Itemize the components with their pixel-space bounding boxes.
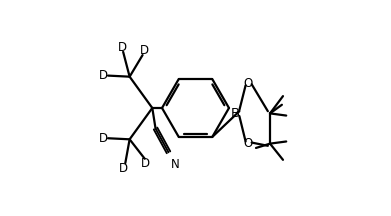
- Text: D: D: [118, 41, 127, 54]
- Text: D: D: [99, 69, 108, 82]
- Text: N: N: [170, 158, 179, 171]
- Text: D: D: [140, 44, 149, 57]
- Text: D: D: [141, 157, 151, 170]
- Text: B: B: [231, 107, 240, 120]
- Text: O: O: [244, 137, 253, 150]
- Text: D: D: [99, 132, 108, 145]
- Text: O: O: [244, 77, 253, 90]
- Text: D: D: [119, 162, 128, 175]
